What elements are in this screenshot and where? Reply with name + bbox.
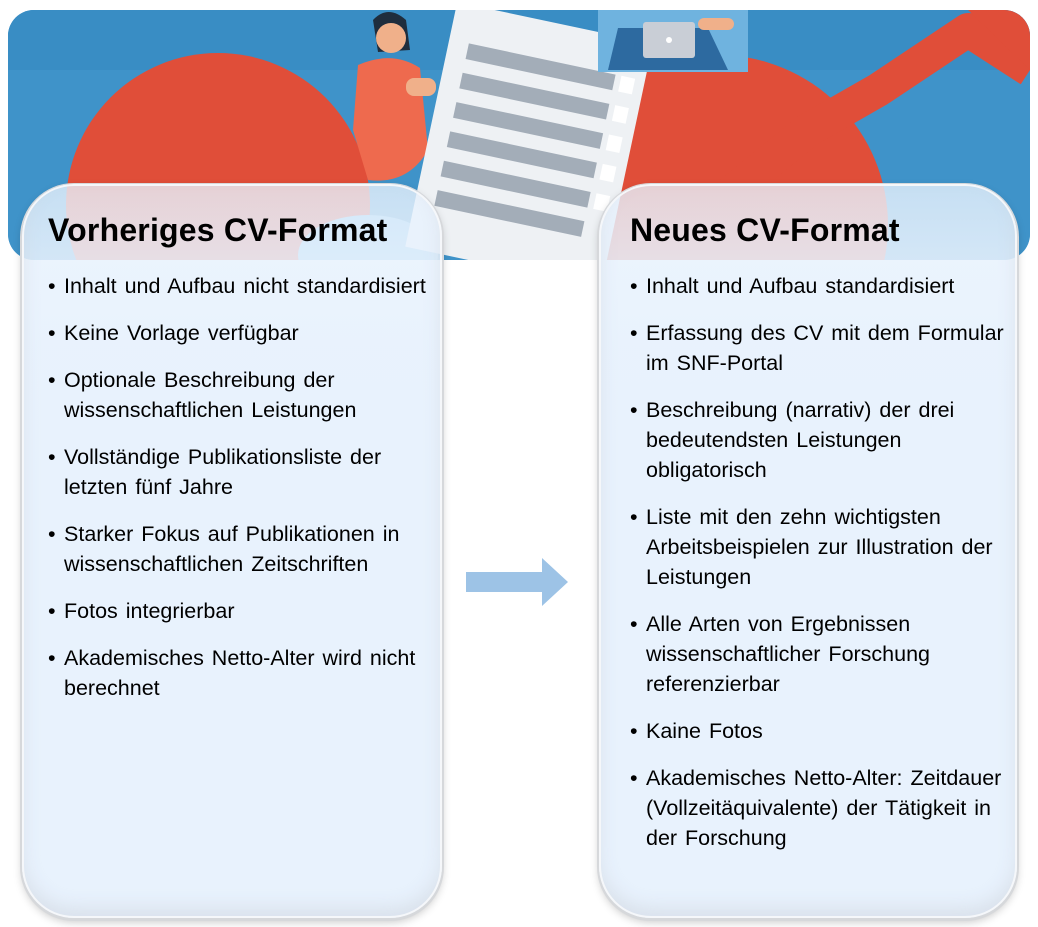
new-cv-format-card: Neues CV-Format Inhalt und Aufbau standa… <box>599 184 1017 918</box>
list-item: Fotos integrierbar <box>48 596 430 626</box>
person-with-laptop <box>598 10 748 72</box>
list-item: Inhalt und Aufbau nicht standardisiert <box>48 271 430 301</box>
list-item: Beschreibung (narrativ) der drei bedeute… <box>630 395 1006 485</box>
list-item: Liste mit den zehn wichtigsten Arbeitsbe… <box>630 502 1006 592</box>
list-item: Vollständige Publikationsliste der letzt… <box>48 442 430 502</box>
list-item: Optionale Beschreibung der wissenschaftl… <box>48 365 430 425</box>
list-item: Starker Fokus auf Publikationen in wisse… <box>48 519 430 579</box>
list-item: Keine Vorlage verfügbar <box>48 318 430 348</box>
list-item: Erfassung des CV mit dem Formular im SNF… <box>630 318 1006 378</box>
previous-cv-format-card: Vorheriges CV-Format Inhalt und Aufbau n… <box>22 184 442 918</box>
person-holding-document <box>353 12 436 181</box>
previous-cv-format-list: Inhalt und Aufbau nicht standardisiert K… <box>48 271 430 720</box>
growth-line <box>687 13 1030 234</box>
list-item: Akademisches Netto-Alter wird nicht bere… <box>48 643 430 703</box>
new-cv-format-list: Inhalt und Aufbau standardisiert Erfassu… <box>630 271 1006 870</box>
arrow-right-icon <box>466 558 568 606</box>
document-sheet <box>405 10 653 260</box>
list-item: Kaine Fotos <box>630 716 1006 746</box>
list-item: Inhalt und Aufbau standardisiert <box>630 271 1006 301</box>
new-cv-format-title: Neues CV-Format <box>630 212 900 248</box>
list-item: Alle Arten von Ergebnissen wissenschaftl… <box>630 609 1006 699</box>
list-item: Akademisches Netto-Alter: Zeitdauer (Vol… <box>630 763 1006 853</box>
growth-arrowhead <box>968 10 1030 70</box>
previous-cv-format-title: Vorheriges CV-Format <box>48 212 388 248</box>
